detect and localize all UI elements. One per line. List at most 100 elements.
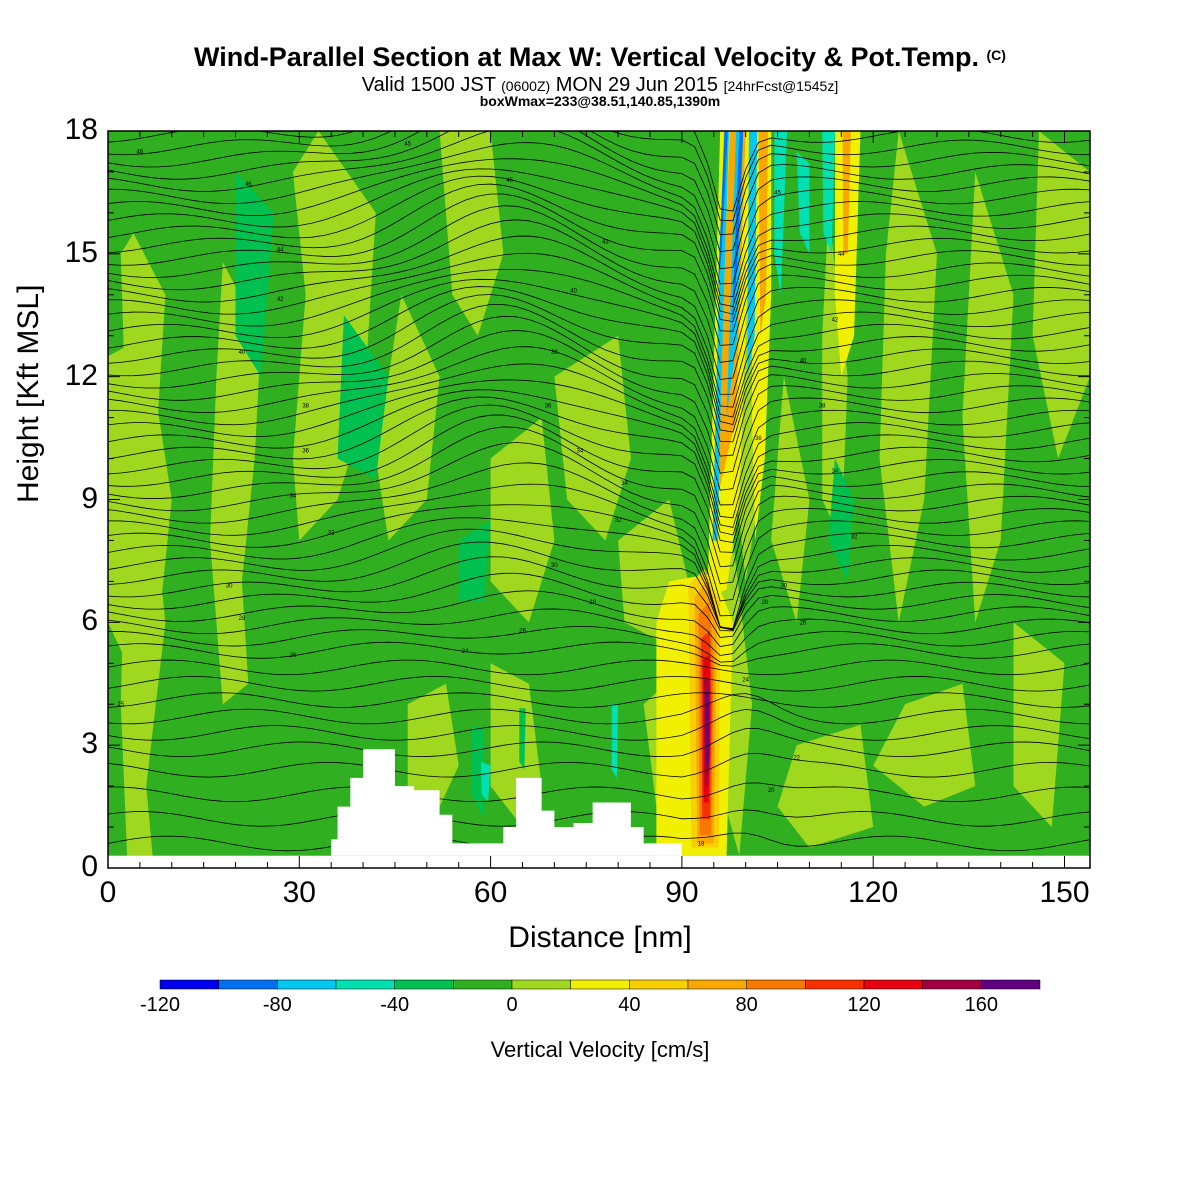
theta-contours: 46 45 46 45 44 43 42 40 40 38 38 36 36 34 34 34 32 32 30 30… [108, 131, 1090, 852]
theta-contour-label: 45 [404, 141, 411, 147]
colorbar-swatch [453, 979, 513, 990]
light-region-18 [1013, 622, 1065, 828]
y-tick-label: 3 [81, 727, 98, 761]
theta-contour-50 [108, 131, 1090, 236]
theta-contour-2 [108, 782, 1090, 803]
theta-contour-label: 18 [698, 841, 705, 847]
theta-contour-label: 44 [277, 248, 284, 254]
theta-contour-4 [108, 728, 1090, 758]
colorbar-tick-label: -80 [262, 994, 292, 1016]
title-text: Wind-Parallel Section at Max W: Vertical… [194, 42, 979, 72]
light-region-3 [375, 294, 440, 541]
theta-contour-27 [108, 389, 1090, 528]
theta-contour-28 [108, 379, 1090, 519]
theta-contour-12 [108, 608, 1090, 656]
theta-contour-label: 44 [838, 252, 845, 258]
plume-region-11 [842, 131, 851, 254]
colorbar-swatch [277, 979, 337, 990]
theta-contour-39 [108, 235, 1090, 380]
theta-contour-35 [108, 286, 1090, 425]
theta-contour-46 [108, 158, 1090, 298]
theta-contour-23 [108, 426, 1090, 568]
theta-contour-52 [108, 131, 1090, 212]
theta-contour-label: 28 [239, 616, 246, 622]
theta-contour-41 [108, 205, 1090, 346]
colorbar-tick-label: -120 [139, 994, 181, 1016]
plot-axes [107, 130, 1091, 869]
light-region-7 [490, 417, 555, 623]
theta-contour-label: 28 [761, 600, 768, 606]
theta-contour-20 [108, 483, 1090, 617]
colorbar-swatch [922, 979, 982, 990]
theta-contour-42 [108, 193, 1090, 332]
theta-contour-label: 26 [800, 620, 807, 626]
theta-contour-label: 34 [621, 481, 628, 487]
theta-contour-label: 32 [851, 534, 858, 540]
theta-contour-15 [108, 556, 1090, 632]
theta-contour-43 [108, 183, 1090, 323]
terrain [108, 749, 1090, 868]
theta-contour-label: 40 [570, 289, 577, 295]
theta-contour-3 [108, 752, 1090, 778]
theta-contour-label: 32 [328, 530, 335, 536]
theta-contour-37 [108, 268, 1090, 408]
terrain-profile [318, 749, 682, 856]
plume-region-9 [774, 131, 788, 295]
theta-contour-47 [108, 142, 1090, 285]
theta-contour-label: 34 [832, 469, 839, 475]
theta-contour-34 [108, 294, 1090, 433]
theta-contour-label: 30 [781, 583, 788, 589]
theta-contour-label: 40 [239, 350, 246, 356]
theta-contour-label: 30 [551, 563, 558, 569]
theta-contour-5 [108, 708, 1090, 741]
colorbar-swatch [218, 979, 278, 990]
theta-contour-44 [108, 175, 1090, 315]
colorbar-swatch [805, 979, 865, 990]
y-tick-label: 12 [64, 358, 98, 392]
chart-title: Wind-Parallel Section at Max W: Vertical… [0, 42, 1200, 73]
colorbar-swatch [394, 979, 454, 990]
theta-contour-19 [108, 504, 1090, 629]
theta-contour-label: 36 [302, 448, 309, 454]
theta-contour-24 [108, 414, 1090, 553]
light-region-4 [108, 335, 172, 664]
theta-contour-49 [108, 131, 1090, 253]
light-region-5 [439, 131, 504, 336]
theta-contour-31 [108, 330, 1090, 474]
light-region-1 [210, 262, 262, 705]
theta-contour-36 [108, 278, 1090, 418]
theta-contour-6 [108, 693, 1090, 725]
colorbar-swatch [981, 979, 1041, 990]
theta-contour-label: 46 [137, 149, 144, 155]
theta-contour-32 [108, 315, 1090, 457]
colorbar-tick-label: 40 [618, 994, 641, 1016]
theta-contour-25 [108, 404, 1090, 543]
valid-date: MON 29 Jun 2015 [550, 74, 724, 96]
theta-contour-48 [108, 131, 1090, 270]
theta-contour-45 [108, 168, 1090, 307]
chart-subtitle: Valid 1500 JST (0600Z) MON 29 Jun 2015 [… [0, 74, 1200, 97]
theta-contour-label: 43 [602, 240, 609, 246]
terrain-ground [108, 855, 1090, 868]
theta-contour-label: 34 [577, 448, 584, 454]
y-tick-label: 15 [64, 235, 98, 269]
theta-contour-label: 45 [506, 178, 513, 184]
theta-contour-17 [108, 528, 1090, 630]
theta-contour-label: 32 [615, 518, 622, 524]
y-tick-label: 0 [81, 850, 98, 883]
colorbar [159, 979, 1041, 990]
colorbar-tick-label: 80 [735, 994, 758, 1016]
theta-contour-label: 25 [117, 702, 124, 708]
plume-region-5 [717, 131, 728, 295]
theta-contour-26 [108, 396, 1090, 536]
theta-contour-16 [108, 541, 1090, 630]
x-tick-label: 90 [665, 876, 699, 909]
colorbar-swatch [746, 979, 806, 990]
velocity-field [108, 131, 1090, 868]
colorbar-tick-label: -40 [380, 994, 410, 1016]
colorbar-swatch [570, 979, 630, 990]
theta-contour-label: 22 [793, 755, 800, 761]
downdraft-region-2 [458, 519, 491, 602]
theta-contour-label: 36 [545, 403, 552, 409]
